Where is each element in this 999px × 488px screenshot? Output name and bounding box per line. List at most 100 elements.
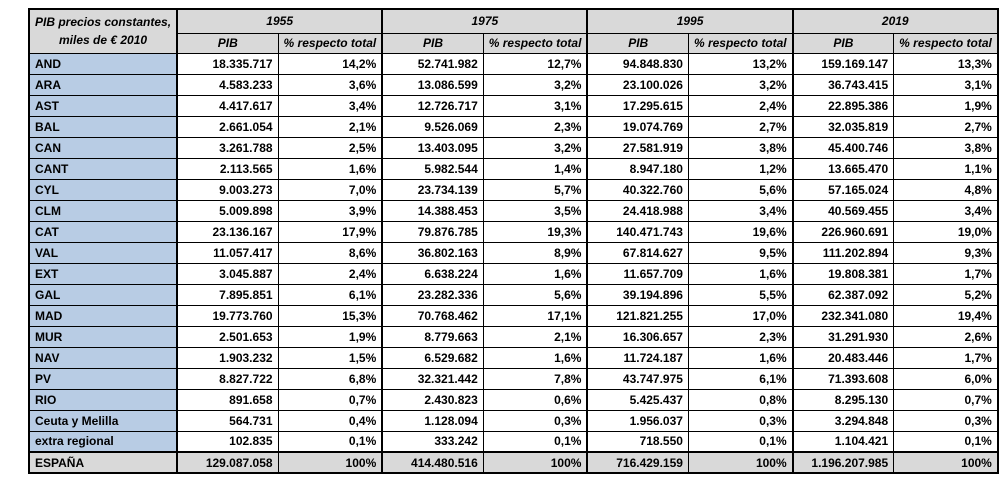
pib-cell: 19.074.769 [586,115,689,138]
pib-cell: 159.169.147 [792,52,895,75]
pib-cell: 19.808.381 [792,262,895,285]
pct-cell: 13,3% [893,52,999,75]
pct-cell: 1,2% [687,157,794,180]
pct-cell: 3,4% [687,199,794,222]
pib-cell: 6.638.224 [381,262,484,285]
pib-cell: 19.773.760 [176,304,279,327]
row-label: CLM [28,199,179,222]
pib-cell: 564.731 [176,409,279,432]
pct-cell: 3,1% [893,73,999,96]
row-label: BAL [28,115,179,138]
pct-cell: 3,5% [482,199,589,222]
pib-cell: 32.035.819 [792,115,895,138]
pib-cell: 13.403.095 [381,136,484,159]
table-row: CAT 23.136.167 17,9% 79.876.785 19,3% 140.471… [28,220,999,243]
row-label: GAL [28,283,179,306]
year-header-1955: 1955 [176,8,384,34]
pib-cell: 94.848.830 [586,52,689,75]
table-row: CYL 9.003.273 7,0% 23.734.139 5,7% 40.322.760… [28,178,999,201]
table-row: PV 8.827.722 6,8% 32.321.442 7,8% 43.747.975 6… [28,367,999,390]
pct-cell: 1,1% [893,157,999,180]
row-label: ARA [28,73,179,96]
pct-cell: 12,7% [482,52,589,75]
row-label: PV [28,367,179,390]
pib-cell: 23.136.167 [176,220,279,243]
pct-cell: 100% [893,451,999,474]
pib-cell: 2.113.565 [176,157,279,180]
table-row: GAL 7.895.851 6,1% 23.282.336 5,6% 39.194.896… [28,283,999,306]
year-header-1975: 1975 [381,8,589,34]
table-row: Ceuta y Melilla 564.731 0,4% 1.128.094 0,3% 1… [28,409,999,432]
pib-cell: 45.400.746 [792,136,895,159]
sub-header-pct: % respecto total [277,32,384,54]
pct-cell: 2,1% [277,115,384,138]
sub-header-pct: % respecto total [482,32,589,54]
pct-cell: 6,1% [277,283,384,306]
pib-cell: 79.876.785 [381,220,484,243]
pib-cell: 3.045.887 [176,262,279,285]
pib-cell: 11.724.187 [586,346,689,369]
pct-cell: 17,0% [687,304,794,327]
sub-header-pib: PIB [176,32,279,54]
pib-cell: 40.569.455 [792,199,895,222]
pib-cell: 16.306.657 [586,325,689,348]
pib-cell: 36.802.163 [381,241,484,264]
pct-cell: 1,7% [893,346,999,369]
pct-cell: 6,1% [687,367,794,390]
pib-cell: 2.501.653 [176,325,279,348]
pib-cell: 43.747.975 [586,367,689,390]
pib-cell: 8.947.180 [586,157,689,180]
pib-cell: 36.743.415 [792,73,895,96]
pct-cell: 3,2% [687,73,794,96]
pib-cell: 39.194.896 [586,283,689,306]
table-row: extra regional 102.835 0,1% 333.242 0,1% 718.… [28,430,999,453]
pct-cell: 3,6% [277,73,384,96]
pib-cell: 3.294.848 [792,409,895,432]
pib-cell: 13.665.470 [792,157,895,180]
pct-cell: 0,8% [687,388,794,411]
table-row: RIO 891.658 0,7% 2.430.823 0,6% 5.425.437 0,8%… [28,388,999,411]
pct-cell: 17,1% [482,304,589,327]
table-row: NAV 1.903.232 1,5% 6.529.682 1,6% 11.724.187 1… [28,346,999,369]
pib-cell: 32.321.442 [381,367,484,390]
pct-cell: 0,1% [687,430,794,453]
pct-cell: 6,0% [893,367,999,390]
row-label: CANT [28,157,179,180]
pib-cell: 716.429.159 [586,451,689,474]
sub-header-pib: PIB [586,32,689,54]
row-label: CAT [28,220,179,243]
pct-cell: 19,0% [893,220,999,243]
pct-cell: 2,6% [893,325,999,348]
pct-cell: 9,3% [893,241,999,264]
pib-cell: 4.417.617 [176,94,279,117]
pct-cell: 14,2% [277,52,384,75]
pct-cell: 19,4% [893,304,999,327]
pib-cell: 102.835 [176,430,279,453]
row-label: CYL [28,178,179,201]
pct-cell: 0,1% [482,430,589,453]
year-header-2019: 2019 [792,8,999,34]
pct-cell: 5,7% [482,178,589,201]
pib-cell: 5.009.898 [176,199,279,222]
pct-cell: 1,9% [277,325,384,348]
row-label: NAV [28,346,179,369]
pct-cell: 3,9% [277,199,384,222]
pib-cell: 5.982.544 [381,157,484,180]
pib-cell: 3.261.788 [176,136,279,159]
pib-cell: 140.471.743 [586,220,689,243]
pct-cell: 0,7% [893,388,999,411]
pct-cell: 3,8% [687,136,794,159]
pib-cell: 8.827.722 [176,367,279,390]
pct-cell: 3,2% [482,136,589,159]
pct-cell: 0,1% [893,430,999,453]
pib-cell: 20.483.446 [792,346,895,369]
pib-table: PIB precios constantes, miles de € 2010 … [28,8,999,474]
pct-cell: 3,4% [277,94,384,117]
row-label: ESPAÑA [28,451,179,474]
pib-cell: 27.581.919 [586,136,689,159]
pib-cell: 226.960.691 [792,220,895,243]
pib-cell: 6.529.682 [381,346,484,369]
pib-cell: 1.196.207.985 [792,451,895,474]
pib-cell: 40.322.760 [586,178,689,201]
table-row: AND 18.335.717 14,2% 52.741.982 12,7% 94.848.… [28,52,999,75]
